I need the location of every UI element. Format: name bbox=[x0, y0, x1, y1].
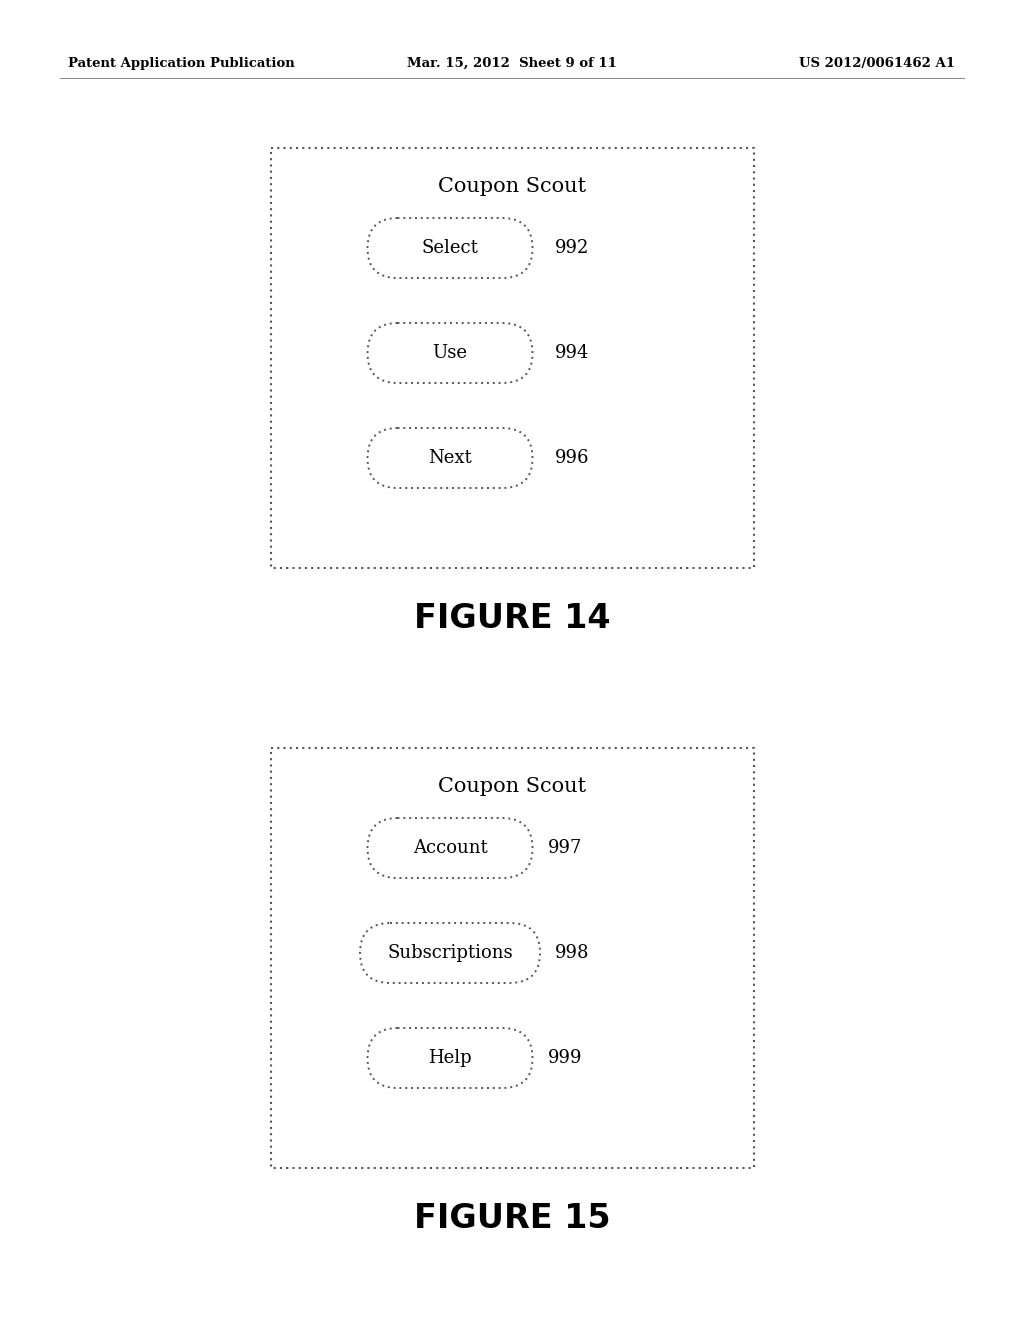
Text: 999: 999 bbox=[548, 1049, 582, 1067]
Text: 994: 994 bbox=[555, 345, 590, 362]
Text: Select: Select bbox=[422, 239, 478, 257]
FancyBboxPatch shape bbox=[368, 218, 532, 279]
FancyBboxPatch shape bbox=[368, 818, 532, 878]
Text: Help: Help bbox=[428, 1049, 472, 1067]
Text: FIGURE 15: FIGURE 15 bbox=[414, 1201, 610, 1234]
Text: Next: Next bbox=[428, 449, 472, 467]
Text: Coupon Scout: Coupon Scout bbox=[438, 177, 587, 195]
FancyBboxPatch shape bbox=[368, 323, 532, 383]
Text: 996: 996 bbox=[555, 449, 590, 467]
Bar bbox=[271, 148, 754, 568]
FancyBboxPatch shape bbox=[368, 1028, 532, 1088]
FancyBboxPatch shape bbox=[360, 923, 540, 983]
FancyBboxPatch shape bbox=[368, 428, 532, 488]
Text: Subscriptions: Subscriptions bbox=[387, 944, 513, 962]
Text: FIGURE 14: FIGURE 14 bbox=[414, 602, 610, 635]
Text: Coupon Scout: Coupon Scout bbox=[438, 776, 587, 796]
Bar bbox=[271, 748, 754, 1168]
Text: Patent Application Publication: Patent Application Publication bbox=[68, 57, 295, 70]
Text: Account: Account bbox=[413, 840, 487, 857]
Text: US 2012/0061462 A1: US 2012/0061462 A1 bbox=[799, 57, 955, 70]
Text: 997: 997 bbox=[548, 840, 582, 857]
Text: 998: 998 bbox=[555, 944, 590, 962]
Text: Use: Use bbox=[432, 345, 468, 362]
Text: Mar. 15, 2012  Sheet 9 of 11: Mar. 15, 2012 Sheet 9 of 11 bbox=[408, 57, 616, 70]
Text: 992: 992 bbox=[555, 239, 590, 257]
